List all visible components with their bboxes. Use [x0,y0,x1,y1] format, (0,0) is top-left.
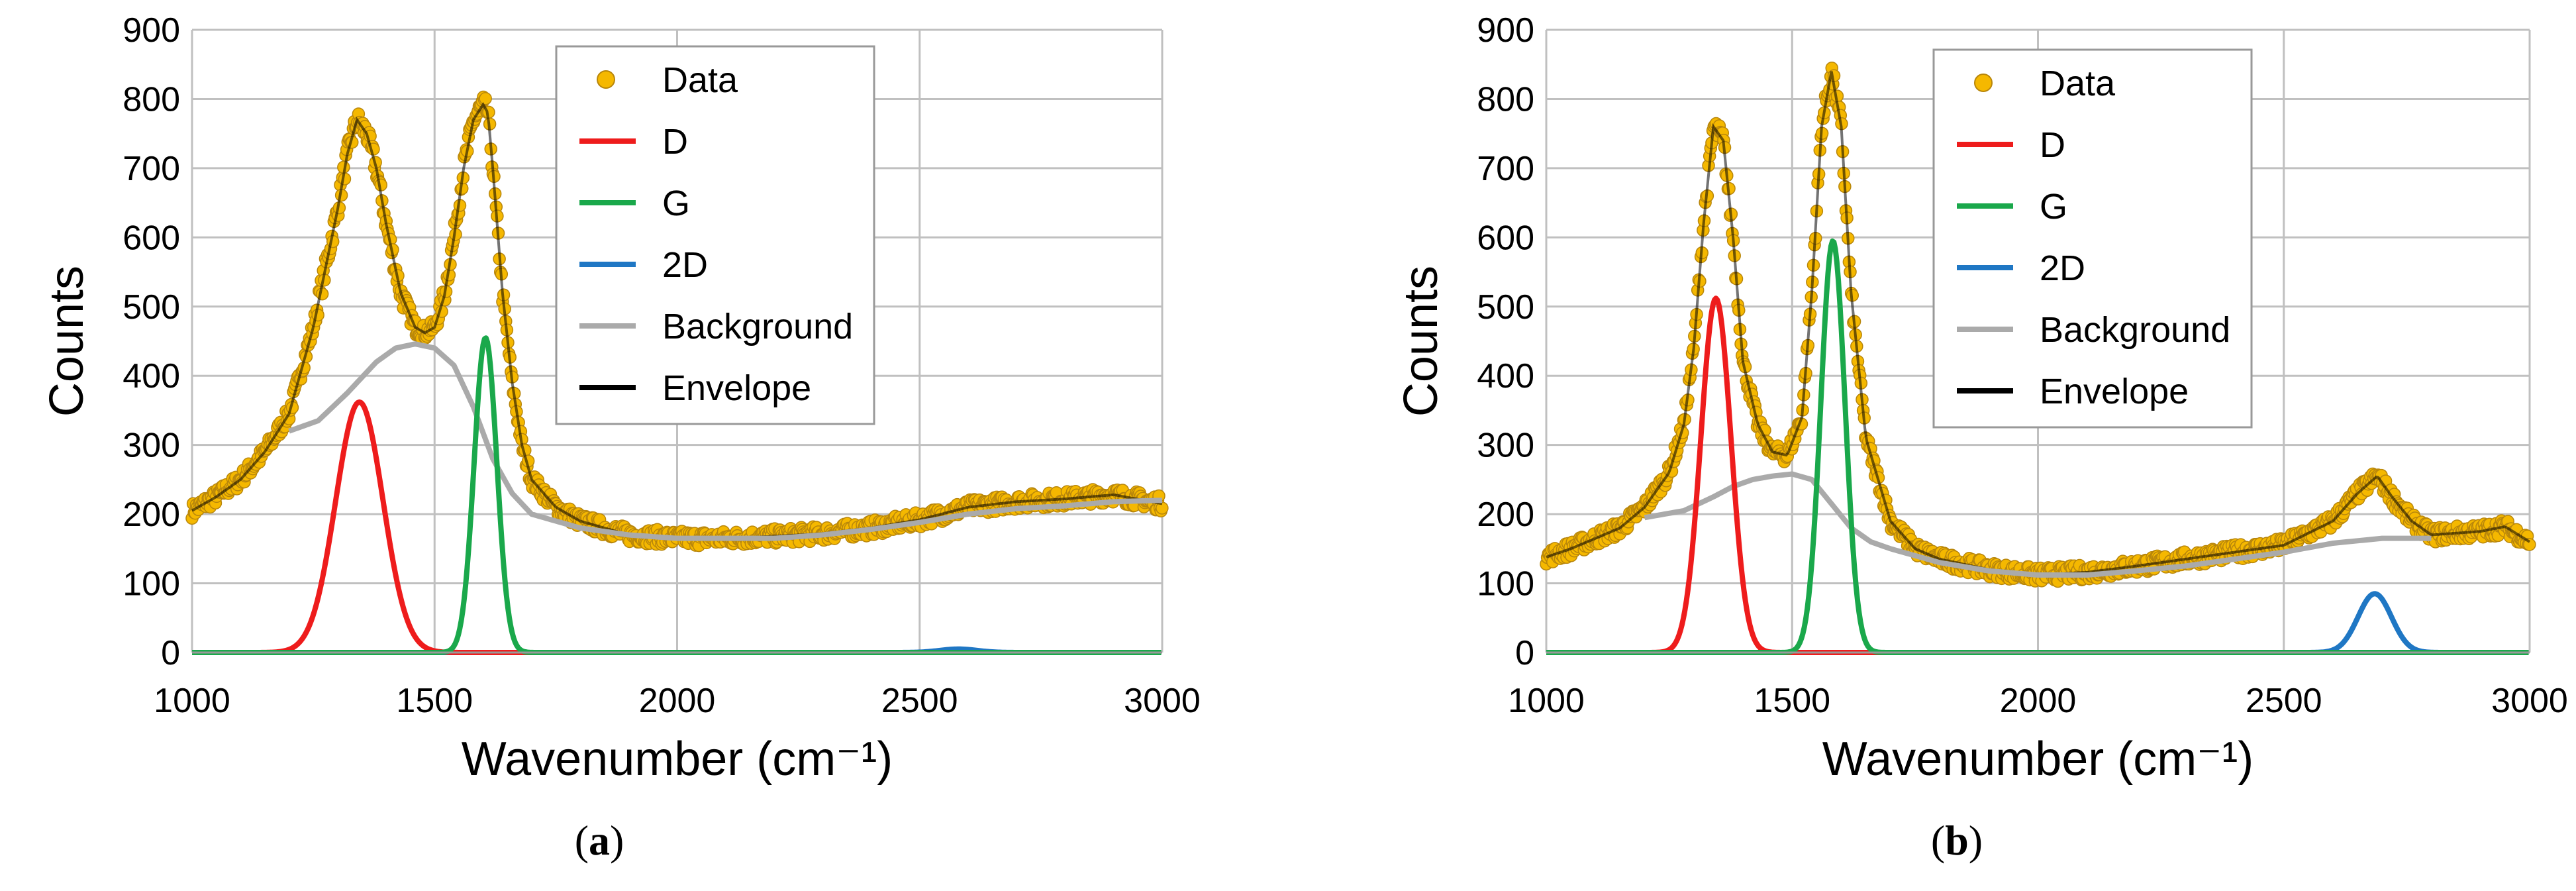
legend-label: G [662,183,690,223]
x-tick-label: 2000 [639,682,716,720]
caption-close-paren: ) [1969,817,1983,864]
legend-label: D [2040,125,2065,165]
legend-label: Envelope [662,368,811,408]
panel-caption: (a) [575,817,624,864]
x-tick-label: 2500 [2246,682,2322,720]
y-tick-label: 0 [1515,634,1534,672]
caption-open-paren: ( [1931,817,1945,864]
y-tick-label: 700 [123,150,180,188]
legend-label: Background [2040,310,2230,350]
y-tick-label: 500 [1477,288,1534,327]
legend-label: D [662,122,688,162]
x-axis-title: Wavenumber (cm⁻¹) [462,733,893,786]
x-tick-label: 2000 [2000,682,2077,720]
legend-label: Data [662,60,738,100]
y-tick-label: 900 [1477,11,1534,50]
y-tick-label: 800 [123,80,180,119]
chart-panel-b: 0 100 200 300 400 500 600 700 800 900 1000 1500 2000… [1395,11,2568,864]
legend-box [1932,48,2253,429]
y-tick-label: 700 [1477,150,1534,188]
y-axis-title: Counts [1395,266,1448,417]
legend-label: Data [2040,64,2116,103]
legend-label: Envelope [2040,372,2189,411]
panel-caption: (b) [1931,817,1983,864]
x-axis-title: Wavenumber (cm⁻¹) [1822,733,2254,786]
y-tick-label: 200 [123,496,180,534]
legend-label: 2D [662,245,708,285]
legend: Data DG 2D Background Envelope [555,45,875,425]
legend-marker-data [1974,74,1993,92]
legend-box [555,45,875,425]
caption-letter: a [589,817,610,864]
x-tick-label: 1500 [396,682,473,720]
caption-letter: b [1945,817,1969,864]
y-tick-label: 800 [1477,80,1534,119]
y-tick-label: 300 [123,427,180,465]
legend: Data DG 2D Background Envelope [1932,48,2253,429]
y-tick-label: 600 [123,219,180,257]
y-tick-label: 500 [123,288,180,327]
chart-panel-a: 0 100 200 300 400 500 600 700 800 900 1000 1500 2000… [40,11,1201,864]
x-tick-label: 1000 [154,682,230,720]
y-tick-label: 600 [1477,219,1534,257]
y-axis-title: Counts [40,266,93,417]
data-point [479,92,492,105]
background-line [1644,471,2432,578]
y-tick-label: 100 [123,565,180,603]
legend-label: 2D [2040,248,2085,288]
x-tick-label: 2500 [881,682,958,720]
background-line [288,341,1163,541]
legend-marker-data [597,70,615,89]
data-point [2523,538,2536,551]
legend-label: G [2040,187,2067,227]
x-tick-label: 3000 [2491,682,2568,720]
y-tick-label: 400 [123,357,180,395]
x-tick-label: 3000 [1124,682,1201,720]
x-tick-label: 1000 [1508,682,1585,720]
y-tick-label: 0 [161,634,180,672]
y-tick-label: 100 [1477,565,1534,603]
legend-label: Background [662,307,853,346]
y-tick-label: 200 [1477,496,1534,534]
caption-close-paren: ) [610,817,624,864]
x-tick-label: 1500 [1754,682,1830,720]
y-tick-label: 900 [123,11,180,50]
y-tick-label: 300 [1477,427,1534,465]
y-tick-label: 400 [1477,357,1534,395]
caption-open-paren: ( [575,817,589,864]
